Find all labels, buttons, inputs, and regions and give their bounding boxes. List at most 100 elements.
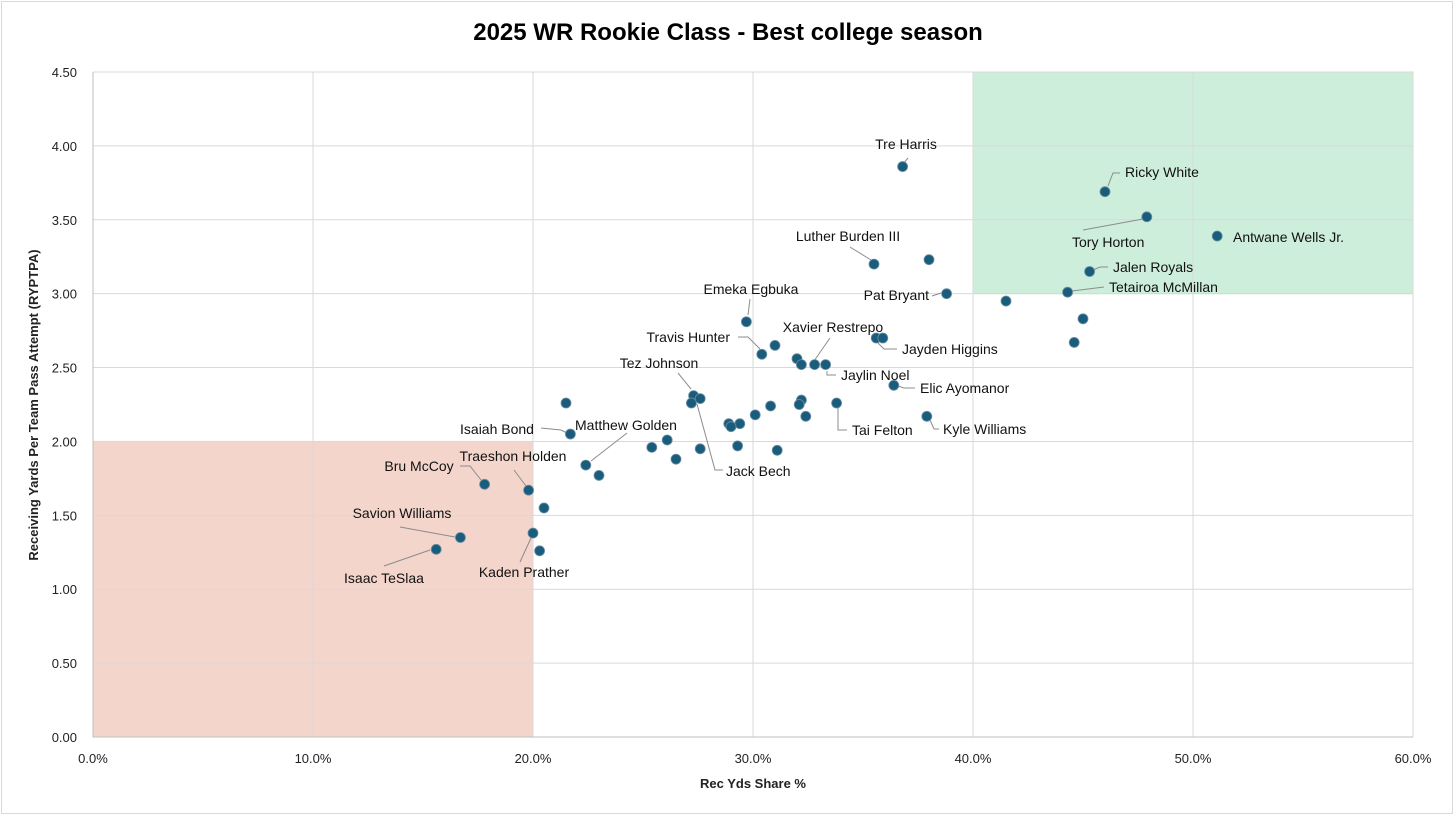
label-leader-line [929, 419, 939, 430]
label-leader-line [931, 292, 942, 297]
data-point [831, 397, 842, 409]
label-leader-line [897, 385, 915, 389]
label-leader-line [696, 403, 723, 471]
label-leader-line [747, 298, 751, 316]
point-label: Bru McCoy [384, 458, 453, 474]
data-point [1099, 186, 1111, 198]
data-point [538, 502, 550, 514]
data-point [796, 359, 807, 371]
data-point [593, 470, 605, 481]
data-point [565, 428, 576, 440]
point-label: Tai Felton [852, 422, 913, 438]
point-label: Kaden Prather [479, 564, 570, 580]
point-label: Jayden Higgins [902, 341, 998, 357]
data-point [580, 459, 592, 471]
data-point [732, 440, 743, 452]
point-label: Isaiah Bond [460, 421, 534, 437]
data-point [765, 400, 776, 412]
data-point [527, 527, 539, 539]
label-leader-line [399, 526, 456, 538]
y-tick-label: 4.50 [52, 65, 77, 80]
data-point [1000, 295, 1012, 307]
data-point [888, 379, 900, 391]
data-point [694, 393, 706, 404]
point-label: Tez Johnson [620, 355, 699, 371]
label-leader-line [460, 465, 482, 481]
data-point [921, 410, 933, 422]
data-point [769, 339, 781, 351]
point-label: Matthew Golden [575, 417, 677, 433]
point-label: Elic Ayomanor [920, 380, 1010, 396]
data-point [1068, 337, 1080, 348]
y-tick-label: 2.50 [52, 361, 77, 376]
y-tick-label: 0.00 [52, 730, 77, 745]
point-label: Traeshon Holden [460, 448, 567, 464]
data-point [454, 532, 466, 543]
data-point [820, 359, 831, 371]
y-tick-label: 4.00 [52, 139, 77, 154]
data-point [809, 359, 820, 371]
label-leader-line [383, 549, 431, 567]
label-leader-line [677, 372, 692, 390]
data-point [523, 484, 534, 496]
label-leader-line [1082, 218, 1144, 231]
chart-title: 2025 WR Rookie Class - Best college seas… [473, 19, 983, 46]
label-leader-line [1092, 266, 1108, 271]
data-point [868, 258, 880, 270]
y-tick-label: 3.50 [52, 213, 77, 228]
y-tick-label: 2.00 [52, 434, 77, 449]
data-point [430, 543, 442, 555]
point-label: Luther Burden III [796, 228, 900, 244]
data-point [1141, 211, 1153, 223]
data-point [800, 410, 812, 422]
y-tick-label: 1.00 [52, 582, 77, 597]
point-label: Tetairoa McMillan [1109, 279, 1218, 295]
data-point [1211, 230, 1223, 242]
label-leader-line [1071, 286, 1105, 292]
label-leader-line [519, 537, 532, 563]
data-point [941, 288, 952, 300]
label-leader-line [813, 337, 831, 362]
x-tick-label: 40.0% [955, 751, 992, 766]
data-point [749, 409, 761, 421]
data-point [686, 397, 697, 409]
point-label: Ricky White [1125, 164, 1199, 180]
label-leader-line [590, 432, 628, 462]
y-tick-label: 3.00 [52, 287, 77, 302]
point-label: Tre Harris [875, 136, 937, 152]
y-tick-label: 0.50 [52, 656, 77, 671]
label-leader-line [826, 371, 836, 376]
point-label: Antwane Wells Jr. [1233, 229, 1344, 245]
data-point [694, 443, 706, 455]
label-leader-line [1107, 172, 1120, 187]
x-tick-label: 60.0% [1395, 751, 1432, 766]
point-label: Jack Bech [726, 463, 791, 479]
point-label: Jaylin Noel [841, 367, 909, 383]
data-point [793, 399, 805, 410]
x-tick-label: 30.0% [735, 751, 772, 766]
data-point [534, 545, 545, 557]
point-label: Isaac TeSlaa [344, 570, 424, 586]
point-label: Travis Hunter [646, 329, 730, 345]
data-point [877, 332, 889, 344]
data-point [646, 441, 658, 453]
data-point [1062, 286, 1073, 298]
x-axis-title: Rec Yds Share % [700, 776, 806, 791]
point-label: Pat Bryant [864, 287, 929, 303]
label-leader-line [849, 246, 872, 261]
data-point [771, 444, 783, 456]
data-point [479, 478, 491, 490]
x-tick-label: 20.0% [515, 751, 552, 766]
data-point [670, 453, 682, 465]
data-point [897, 161, 908, 172]
data-point [661, 434, 673, 446]
label-leader-line [540, 427, 568, 434]
x-tick-label: 50.0% [1175, 751, 1212, 766]
label-leader-line [738, 336, 761, 350]
data-point [923, 254, 935, 266]
point-label: Jalen Royals [1113, 259, 1193, 275]
point-label: Kyle Williams [943, 421, 1026, 437]
label-leader-line [837, 408, 847, 431]
x-tick-label: 0.0% [78, 751, 108, 766]
